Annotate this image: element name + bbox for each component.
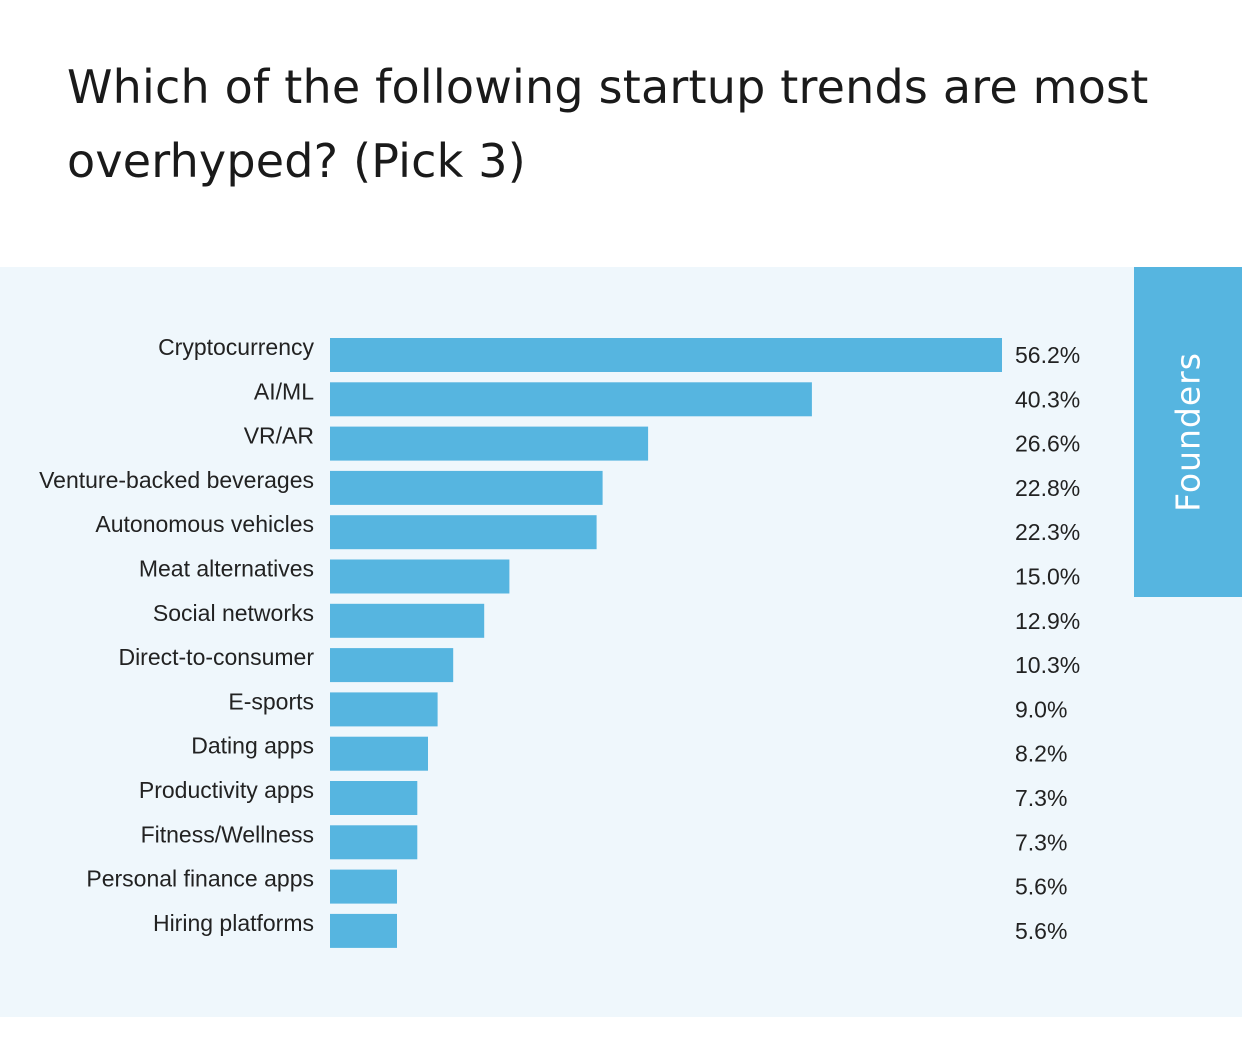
bar-3	[330, 470, 603, 505]
value-label-4: 22.3%	[1015, 519, 1080, 545]
bar-12	[330, 869, 397, 904]
value-label-2: 26.6%	[1015, 431, 1080, 457]
value-label-0: 56.2%	[1015, 342, 1080, 368]
bar-13	[330, 913, 397, 948]
category-label-11: Fitness/Wellness	[141, 821, 314, 847]
category-label-10: Productivity apps	[139, 777, 314, 803]
category-label-2: VR/AR	[244, 423, 314, 449]
bar-7	[330, 648, 454, 683]
category-label-13: Hiring platforms	[153, 910, 314, 936]
category-label-3: Venture-backed beverages	[39, 467, 314, 493]
value-label-10: 7.3%	[1015, 785, 1067, 811]
value-label-6: 12.9%	[1015, 608, 1080, 634]
bar-10	[330, 781, 418, 815]
category-label-1: AI/ML	[254, 378, 314, 404]
category-label-8: E-sports	[228, 688, 314, 714]
chart-title: Which of the following startup trends ar…	[67, 60, 1149, 188]
bar-9	[330, 736, 428, 771]
bar-8	[330, 692, 438, 727]
category-label-7: Direct-to-consumer	[118, 644, 314, 670]
bar-0	[330, 338, 1002, 372]
bar-4	[330, 515, 597, 550]
bar-5	[330, 559, 510, 594]
group-tab: Founders	[1134, 267, 1242, 597]
bar-2	[330, 426, 649, 461]
value-label-7: 10.3%	[1015, 652, 1080, 678]
value-label-12: 5.6%	[1015, 874, 1067, 900]
value-label-9: 8.2%	[1015, 741, 1067, 767]
category-label-12: Personal finance apps	[86, 866, 314, 892]
value-label-11: 7.3%	[1015, 829, 1067, 855]
category-label-4: Autonomous vehicles	[95, 511, 314, 537]
bar-11	[330, 825, 418, 860]
value-label-13: 5.6%	[1015, 918, 1067, 944]
group-tab-label: Founders	[1168, 352, 1208, 512]
category-label-9: Dating apps	[191, 733, 314, 759]
bar-6	[330, 603, 485, 638]
value-label-5: 15.0%	[1015, 564, 1080, 590]
category-label-6: Social networks	[153, 600, 314, 626]
bar-1	[330, 382, 812, 417]
value-label-8: 9.0%	[1015, 696, 1067, 722]
value-label-3: 22.8%	[1015, 475, 1080, 501]
value-label-1: 40.3%	[1015, 386, 1080, 412]
category-label-5: Meat alternatives	[139, 556, 314, 582]
category-label-0: Cryptocurrency	[158, 334, 314, 360]
